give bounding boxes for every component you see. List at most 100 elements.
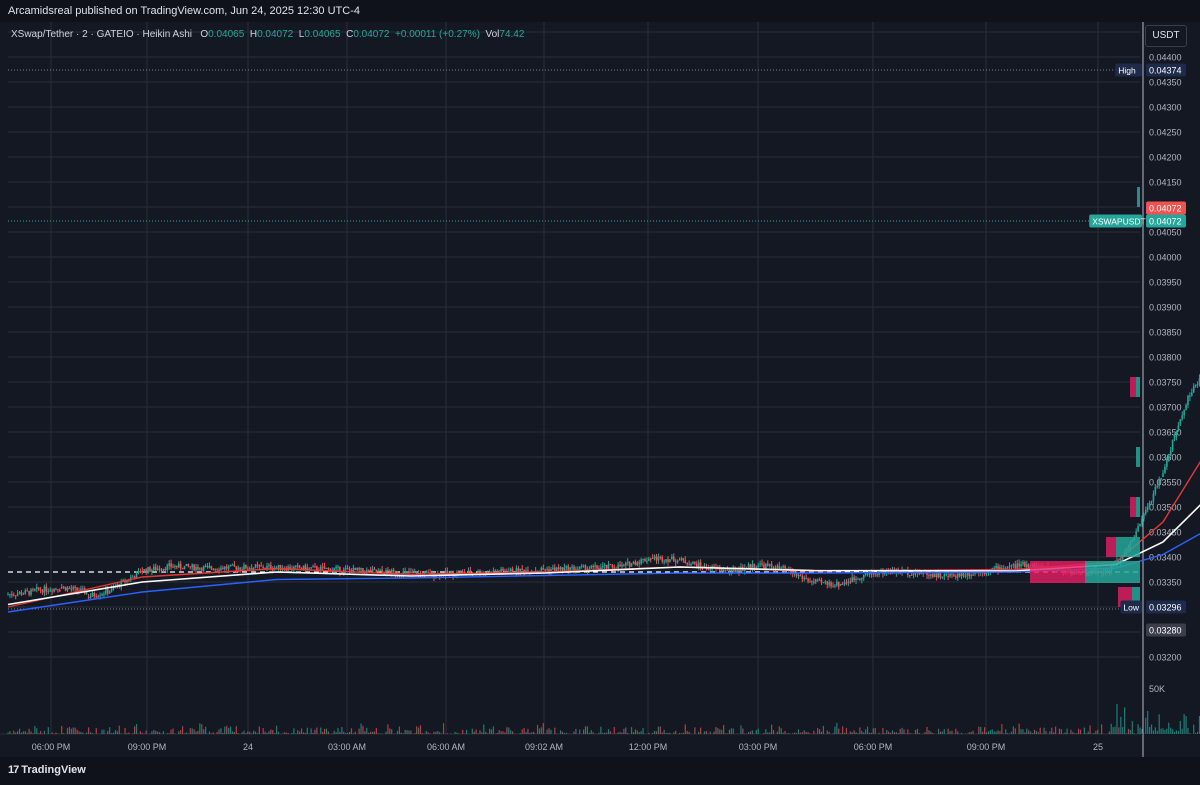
candle-body [1024, 562, 1026, 568]
candle-body [289, 566, 291, 570]
low-value: 0.04065 [304, 29, 341, 40]
price-label-value: 0.04072 [1149, 204, 1182, 214]
volume-bar [205, 726, 207, 734]
candle-body [653, 556, 656, 559]
volume-bar [302, 732, 305, 734]
candle-body [958, 573, 961, 577]
volume-bar [385, 731, 387, 734]
symbol-title[interactable]: XSwap/Tether · 2 · GATEIO · Heikin Ashi [11, 29, 192, 40]
volume-bar [1064, 732, 1066, 734]
volume-bar [458, 733, 460, 734]
change-value: +0.00011 (+0.27%) [395, 29, 480, 40]
volume-bar [479, 730, 481, 734]
volume-bar [24, 731, 26, 734]
candle-body [672, 556, 675, 562]
candle-body [202, 566, 205, 571]
volume-bar [481, 732, 483, 734]
candle-body [623, 564, 625, 566]
volume-bar [116, 731, 118, 734]
candle-body [763, 564, 765, 569]
volume-bar [561, 731, 564, 734]
y-tick-label: 0.03900 [1149, 303, 1182, 313]
candle-body [559, 567, 562, 570]
candle-body [542, 567, 545, 570]
candle-body [947, 576, 949, 577]
candle-body [669, 559, 671, 562]
volume-bar [270, 729, 272, 734]
candle-body [699, 562, 702, 567]
candle-body [224, 566, 226, 570]
currency-unit-button[interactable]: USDT [1145, 25, 1187, 47]
candle-body [1001, 568, 1003, 570]
candle-body [657, 556, 660, 561]
volume-bar [613, 726, 615, 734]
y-tick-label: 0.04350 [1149, 78, 1182, 88]
candle-body [339, 566, 341, 573]
candle-body [801, 575, 804, 579]
candle-body [1187, 395, 1189, 406]
volume-bar [87, 727, 90, 734]
volume-bar [471, 728, 473, 734]
y-tick-label: 0.04000 [1149, 253, 1182, 263]
candle-body [912, 572, 915, 576]
volume-bar [450, 733, 452, 734]
volume-bar [842, 726, 844, 734]
volume-bar [891, 730, 894, 734]
candle-body [498, 571, 500, 573]
volume-bar [1072, 732, 1074, 734]
volume-bar [89, 732, 92, 734]
candle-body [262, 567, 264, 568]
price-label-tag [1120, 600, 1142, 614]
volume-bar [254, 731, 257, 734]
volume-bar [475, 729, 477, 734]
volume-bar [949, 731, 951, 734]
candle-body [500, 568, 502, 573]
tradingview-logo[interactable]: 17 TradingView [8, 764, 86, 776]
volume-bar [682, 732, 684, 734]
volume-bar [1093, 733, 1095, 734]
volume-bar [636, 730, 638, 734]
volume-bar [554, 727, 556, 734]
volume-bar [893, 732, 896, 734]
volume-bar [274, 733, 276, 734]
volume-bar [299, 731, 301, 734]
y-tick-label: 0.03500 [1149, 503, 1182, 513]
candle-body [818, 579, 821, 581]
candle-body [816, 579, 819, 581]
volume-bar [433, 731, 435, 734]
volume-bar [118, 725, 120, 734]
volume-bar [1147, 710, 1149, 734]
candle-body [413, 571, 416, 573]
price-chart[interactable]: 0.044500.044000.043500.043000.042500.042… [0, 22, 1200, 757]
volume-bar [170, 729, 172, 734]
volume-bar [1185, 716, 1187, 734]
volume-bar [983, 727, 986, 734]
close-value: 0.04072 [353, 29, 390, 40]
candle-body [68, 587, 71, 589]
candle-body [156, 568, 159, 571]
candle-body [935, 573, 938, 578]
candle-body [552, 567, 554, 570]
volume-bar [630, 727, 633, 734]
volume-bar [993, 731, 995, 734]
candle-body [1004, 568, 1007, 570]
candle-body [231, 564, 234, 566]
candle-body [101, 594, 103, 596]
volume-bar [304, 732, 306, 734]
volume-bar [86, 732, 88, 734]
volume-bar [1160, 728, 1162, 734]
volume-bar [80, 731, 82, 734]
volume-bar [222, 733, 224, 734]
volume-bar [233, 731, 235, 734]
volume-bar [335, 732, 337, 734]
volume-profile-down [1130, 497, 1136, 517]
candle-body [392, 569, 395, 571]
candle-body [695, 563, 698, 568]
candle-body [32, 589, 34, 591]
candle-body [834, 585, 836, 587]
candle-body [557, 567, 560, 570]
volume-profile-down [1106, 537, 1116, 557]
candle-body [1026, 564, 1028, 568]
volume-bar [51, 732, 53, 734]
volume-bar [575, 728, 577, 734]
